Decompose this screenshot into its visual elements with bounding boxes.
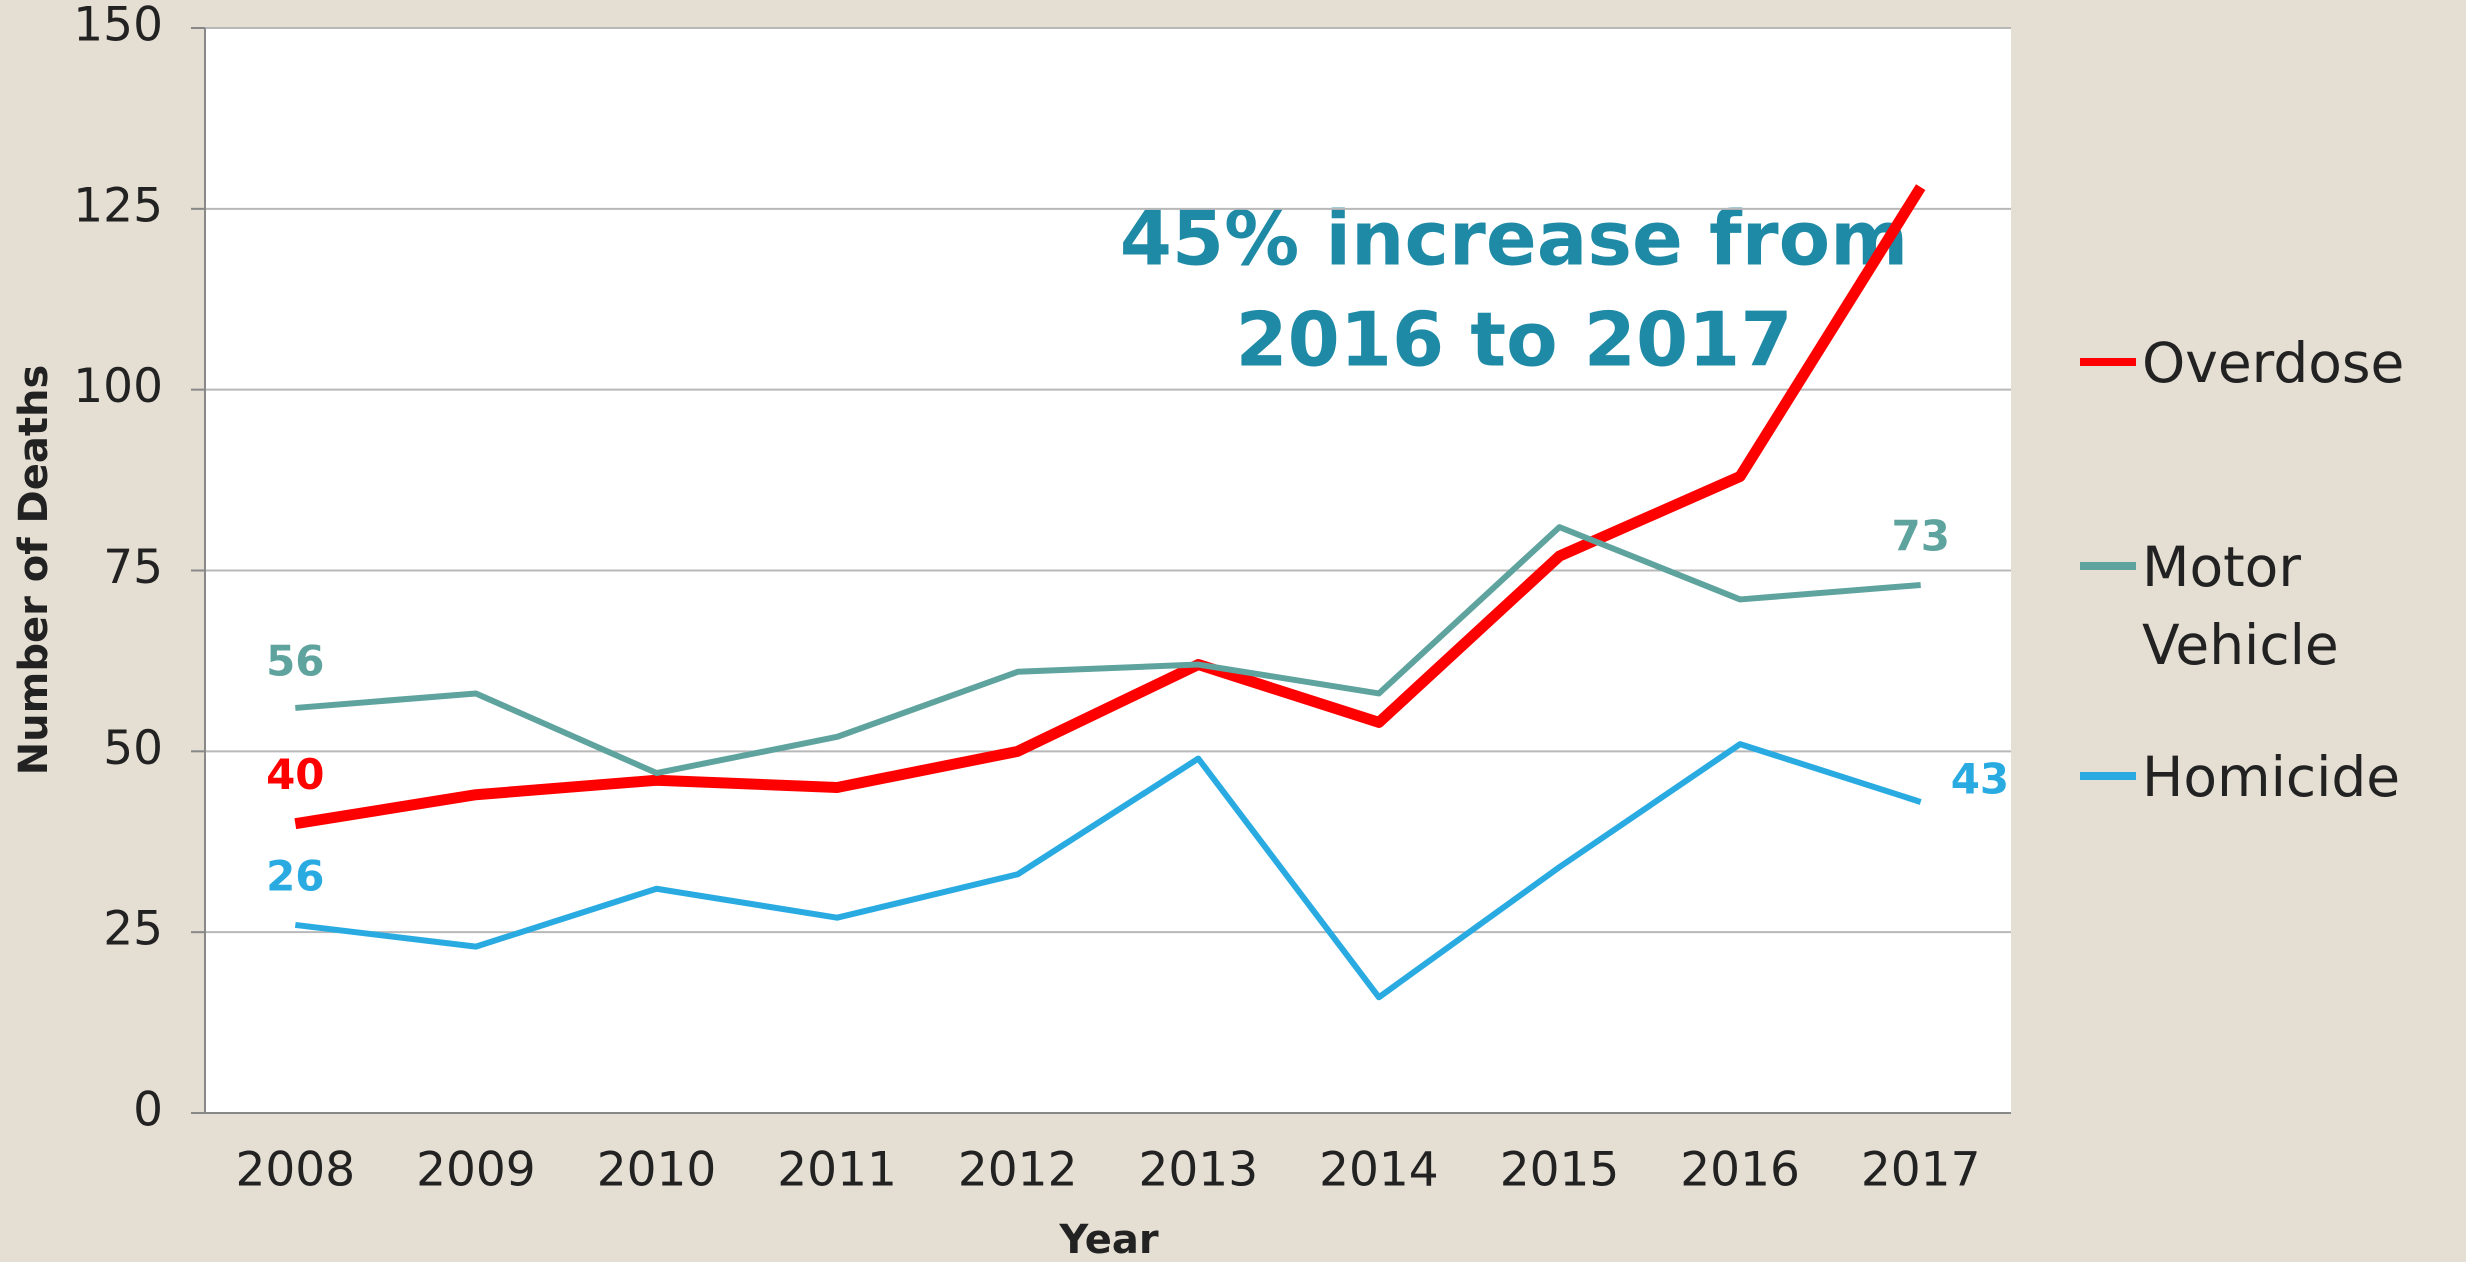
data-label: 73 xyxy=(1891,511,1949,560)
legend-swatch xyxy=(2080,358,2136,366)
legend-item: Homicide xyxy=(2080,738,2464,816)
data-label: 56 xyxy=(266,636,324,685)
x-tick-label: 2009 xyxy=(416,1143,536,1198)
x-axis-title: Year xyxy=(1058,1217,1158,1262)
y-tick-label: 125 xyxy=(73,178,163,233)
series-line xyxy=(294,741,1922,1001)
legend-label: Overdose xyxy=(2142,331,2405,395)
data-label: 43 xyxy=(1951,754,2009,803)
data-label: 40 xyxy=(266,750,324,799)
legend-swatch xyxy=(2080,772,2136,780)
x-tick-label: 2011 xyxy=(777,1143,897,1198)
legend-label: Homicide xyxy=(2142,745,2401,809)
x-tick-label: 2008 xyxy=(235,1143,355,1198)
y-tick-label: 75 xyxy=(103,540,163,595)
annotation: 2016 to 2017 xyxy=(1235,296,1792,384)
x-tick-label: 2016 xyxy=(1680,1143,1800,1198)
y-tick-label: 0 xyxy=(133,1083,163,1138)
series-line xyxy=(295,524,1921,777)
legend-label: Motor Vehicle xyxy=(2142,535,2339,677)
y-tick-label: 100 xyxy=(73,359,163,414)
legend-swatch xyxy=(2080,562,2136,570)
x-tick-label: 2012 xyxy=(958,1143,1078,1198)
x-tick-label: 2010 xyxy=(597,1143,717,1198)
x-tick-label: 2014 xyxy=(1319,1143,1439,1198)
series-line xyxy=(294,184,1926,830)
y-axis-title: Number of Deaths xyxy=(11,365,57,776)
y-tick-label: 25 xyxy=(103,902,163,957)
data-label: 26 xyxy=(266,851,324,900)
x-tick-label: 2015 xyxy=(1500,1143,1620,1198)
x-tick-label: 2017 xyxy=(1861,1143,1981,1198)
x-tick-label: 2013 xyxy=(1138,1143,1258,1198)
annotation: 45% increase from xyxy=(1120,195,1909,283)
legend-item: Overdose xyxy=(2080,324,2464,402)
y-tick-label: 150 xyxy=(73,0,163,53)
y-tick-label: 50 xyxy=(103,721,163,776)
legend-item: Motor Vehicle xyxy=(2080,528,2464,684)
